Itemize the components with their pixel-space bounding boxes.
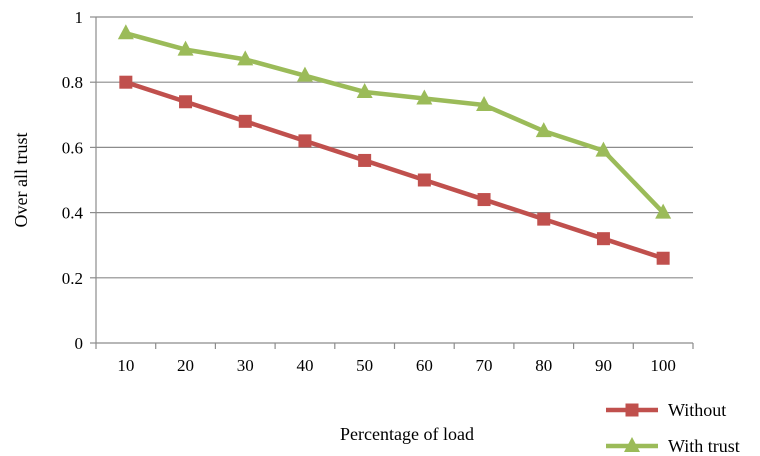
legend-label: Without bbox=[668, 400, 726, 420]
gridlines bbox=[96, 16, 693, 279]
legend-marker bbox=[624, 437, 640, 452]
y-tick-label: 0 bbox=[75, 334, 84, 353]
data-point bbox=[179, 95, 193, 109]
data-point bbox=[477, 193, 491, 207]
data-point bbox=[177, 40, 194, 56]
data-point bbox=[537, 212, 551, 226]
x-tick-label: 10 bbox=[117, 356, 134, 375]
data-point bbox=[298, 134, 312, 148]
y-axis-title: Over all trust bbox=[11, 133, 31, 228]
x-tick-label: 70 bbox=[476, 356, 493, 375]
series-line bbox=[125, 80, 664, 261]
legend-item-1: With trust bbox=[606, 436, 740, 456]
y-tick-labels: 0 0.2 0.4 0.6 0.8 1 bbox=[62, 8, 84, 353]
data-point bbox=[476, 96, 493, 112]
data-point bbox=[535, 122, 552, 138]
data-point bbox=[117, 24, 134, 40]
legend-label: With trust bbox=[668, 436, 740, 456]
data-point bbox=[596, 232, 610, 246]
data-point bbox=[416, 89, 433, 105]
series bbox=[117, 24, 672, 265]
x-axis-title: Percentage of load bbox=[340, 424, 474, 444]
x-tick-label: 80 bbox=[535, 356, 552, 375]
data-point bbox=[296, 66, 313, 82]
x-tick-label: 40 bbox=[296, 356, 313, 375]
x-tick-label: 100 bbox=[650, 356, 676, 375]
legend-item-0: Without bbox=[606, 400, 726, 420]
legend-marker bbox=[625, 403, 639, 417]
y-tick-label: 0.8 bbox=[62, 73, 83, 92]
data-point bbox=[655, 203, 672, 219]
y-tick-label: 0.2 bbox=[62, 269, 83, 288]
data-point bbox=[119, 75, 133, 89]
data-point bbox=[237, 50, 254, 66]
data-point bbox=[356, 82, 373, 98]
x-tick-label: 90 bbox=[595, 356, 612, 375]
data-point bbox=[358, 153, 372, 167]
x-tick-label: 50 bbox=[356, 356, 373, 375]
data-point bbox=[417, 173, 431, 187]
series-line bbox=[125, 31, 665, 215]
data-point bbox=[656, 251, 670, 265]
x-tick-label: 20 bbox=[177, 356, 194, 375]
y-tick-label: 1 bbox=[75, 8, 84, 27]
x-tick-label: 30 bbox=[237, 356, 254, 375]
data-point bbox=[595, 141, 612, 157]
x-tick-labels: 10 20 30 40 50 60 70 80 90 100 bbox=[117, 356, 676, 375]
x-tick-label: 60 bbox=[416, 356, 433, 375]
series-1 bbox=[117, 24, 672, 219]
y-tick-label: 0.6 bbox=[62, 138, 83, 157]
data-point bbox=[238, 114, 252, 128]
axes bbox=[90, 16, 694, 349]
legend: Without With trust bbox=[606, 400, 740, 456]
series-0 bbox=[119, 75, 670, 265]
y-tick-label: 0.4 bbox=[62, 204, 84, 223]
